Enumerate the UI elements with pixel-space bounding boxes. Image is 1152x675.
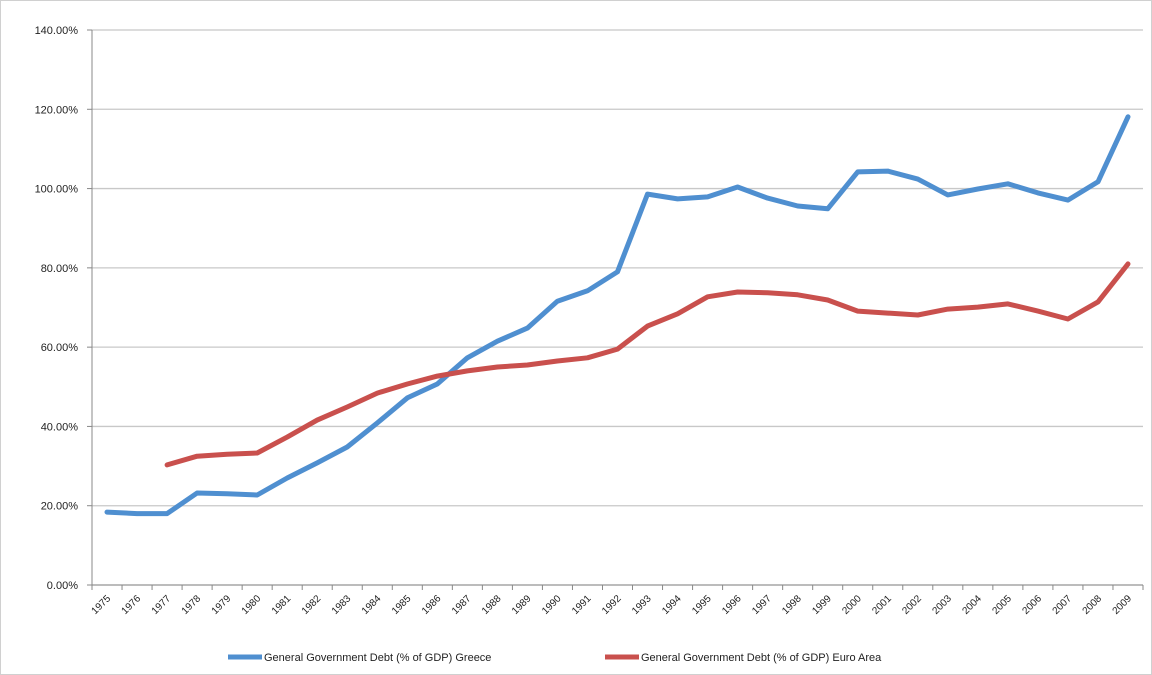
y-tick-label: 80.00% [41,263,79,275]
series-line [104,114,1131,517]
y-tick-label: 40.00% [41,421,79,433]
y-tick-label: 120.00% [35,104,79,116]
series-line [164,261,1131,468]
y-tick-label: 0.00% [47,580,78,592]
y-tick-label: 140.00% [35,25,79,37]
y-tick-label: 60.00% [41,342,79,354]
y-tick-label: 20.00% [41,501,79,513]
y-tick-label: 100.00% [35,184,79,196]
legend-label: General Government Debt (% of GDP) Euro … [641,652,882,664]
legend-label: General Government Debt (% of GDP) Greec… [264,652,491,664]
